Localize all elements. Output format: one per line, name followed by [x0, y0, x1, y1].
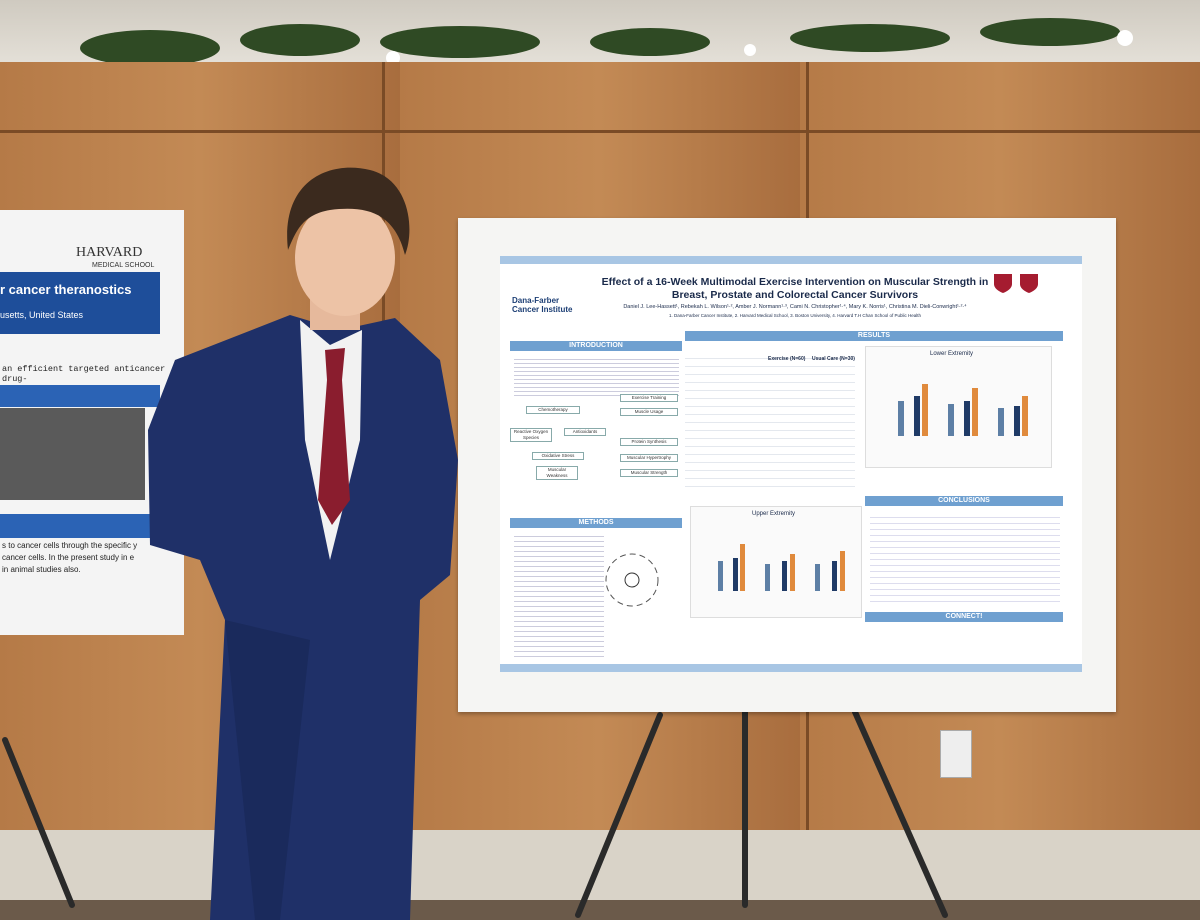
garland — [80, 18, 1133, 66]
logo: HARVARD — [76, 245, 143, 260]
footer-band — [500, 664, 1082, 672]
band — [0, 385, 160, 407]
poster-bars — [718, 384, 1028, 591]
flow-box: Muscle Usage — [620, 408, 678, 416]
chart-panel — [865, 346, 1052, 468]
flow-box: Protein Synthesis — [620, 438, 678, 446]
table-header: Exercise (N=60) — [768, 356, 806, 362]
section-heading: CONCLUSIONS — [865, 496, 1063, 506]
flow-box: Reactive Oxygen Species — [510, 428, 552, 442]
section-heading: INTRODUCTION — [510, 341, 682, 351]
section-heading: METHODS — [510, 518, 682, 528]
logo-sub: MEDICAL SCHOOL — [92, 262, 155, 269]
flow-box: Muscular Hypertrophy — [620, 454, 678, 462]
poster-title: r cancer theranostics — [0, 282, 132, 297]
table — [685, 351, 855, 491]
section-heading: RESULTS — [685, 331, 1063, 341]
section-heading: CONNECT! — [865, 612, 1063, 622]
flow-box: Antioxidants — [564, 428, 606, 436]
outlet — [940, 730, 972, 778]
location: usetts, United States — [0, 310, 84, 320]
flow-box: Exercise Training — [620, 394, 678, 402]
exercise-cycle — [605, 553, 659, 607]
flow-box: Chemotherapy — [526, 406, 580, 414]
band — [0, 514, 160, 538]
title-band — [0, 272, 160, 334]
flow-box: Muscular Strength — [620, 469, 678, 477]
body-text: an efficient targeted anticancer drug- — [2, 364, 166, 384]
flow-box: Muscular Weakness — [536, 466, 578, 480]
harvard-shields — [994, 274, 1038, 293]
table-header: Usual Care (N=30) — [812, 356, 855, 362]
wall-seam — [0, 130, 1200, 133]
poster-title: Effect of a 16-Week Multimodal Exercise … — [601, 276, 989, 301]
chart-title: Upper Extremity — [752, 511, 796, 517]
intro-text — [514, 356, 679, 398]
header-band — [500, 256, 1082, 264]
conclusions-text — [870, 512, 1060, 604]
body-text: s to cancer cells through the specific y… — [2, 541, 138, 574]
methods-text — [514, 532, 604, 657]
chart-title: Lower Extremity — [930, 351, 974, 357]
institution: Dana-Farber Cancer Institute — [512, 296, 573, 314]
flow-box: Oxidative Stress — [532, 452, 584, 460]
micrographs — [0, 408, 145, 500]
authors: Daniel J. Lee-Hassett¹, Rebekah L. Wilso… — [623, 304, 967, 310]
affiliations: 1. Dana-Farber Cancer Institute, 2. Harv… — [669, 313, 921, 318]
main-poster: Dana-Farber Cancer Institute Effect of a… — [500, 256, 1082, 672]
